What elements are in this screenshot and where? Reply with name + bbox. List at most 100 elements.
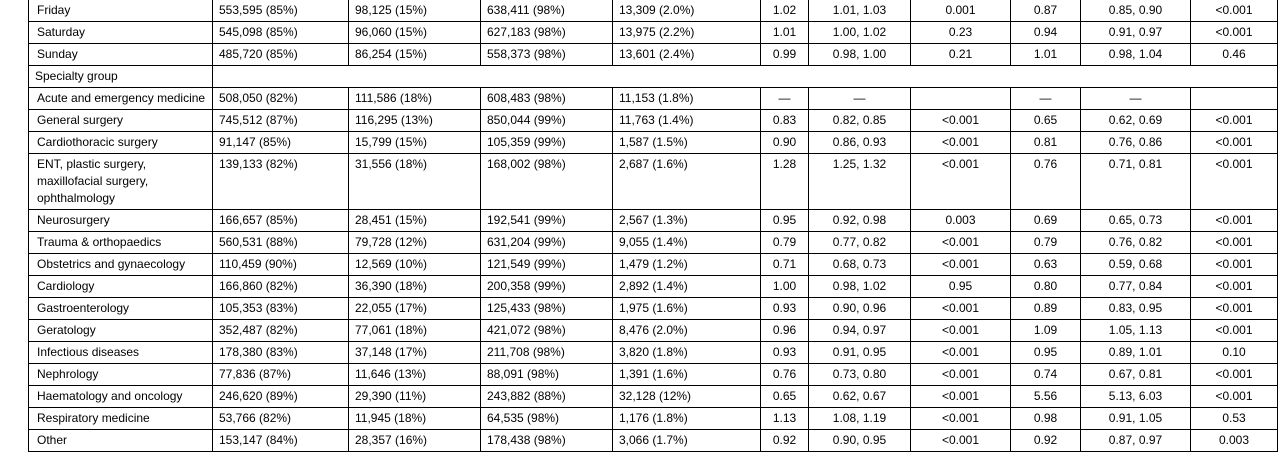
cell: 850,044 (99%) bbox=[480, 109, 613, 132]
table-row: Specialty group bbox=[28, 65, 1278, 88]
cell: 211,708 (98%) bbox=[480, 341, 613, 364]
table-row: Cardiothoracic surgery 91,147 (85%) 15,799… bbox=[28, 131, 1278, 154]
cell: 0.62, 0.69 bbox=[1080, 109, 1191, 132]
cell: 11,763 (1.4%) bbox=[612, 109, 761, 132]
row-label: Cardiology bbox=[28, 275, 213, 298]
row-label: Infectious diseases bbox=[28, 341, 213, 364]
table-body: Friday 553,595 (85%) 98,125 (15%) 638,411 (… bbox=[28, 0, 1278, 452]
cell: 608,483 (98%) bbox=[480, 87, 613, 110]
cell: 8,476 (2.0%) bbox=[612, 319, 761, 342]
cell: 0.82, 0.85 bbox=[808, 109, 911, 132]
cell: 0.91, 0.95 bbox=[808, 341, 911, 364]
cell: <0.001 bbox=[1190, 363, 1278, 386]
cell: 0.87 bbox=[1010, 0, 1081, 22]
row-label: Cardiothoracic surgery bbox=[28, 131, 213, 154]
cell: 1.09 bbox=[1010, 319, 1081, 342]
cell: — bbox=[1080, 87, 1191, 110]
cell: 121,549 (99%) bbox=[480, 253, 613, 276]
cell: 0.76 bbox=[1010, 153, 1081, 210]
table-row: Obstetrics and gynaecology 110,459 (90%) 1… bbox=[28, 253, 1278, 276]
row-label: Sunday bbox=[28, 43, 213, 66]
cell: <0.001 bbox=[1190, 109, 1278, 132]
cell: 86,254 (15%) bbox=[348, 43, 481, 66]
cell: 1.02 bbox=[760, 0, 809, 22]
table-row: Cardiology 166,860 (82%) 36,390 (18%) 200,3… bbox=[28, 275, 1278, 298]
cell: 2,687 (1.6%) bbox=[612, 153, 761, 210]
cell: 0.77, 0.82 bbox=[808, 231, 911, 254]
cell: 1.25, 1.32 bbox=[808, 153, 911, 210]
cell: 3,066 (1.7%) bbox=[612, 429, 761, 452]
cell: <0.001 bbox=[910, 319, 1011, 342]
cell: 0.23 bbox=[910, 21, 1011, 44]
cell: <0.001 bbox=[1190, 275, 1278, 298]
cell: 1.01 bbox=[760, 21, 809, 44]
table-row: Friday 553,595 (85%) 98,125 (15%) 638,411 (… bbox=[28, 0, 1278, 22]
cell: <0.001 bbox=[910, 297, 1011, 320]
table-row: Other 153,147 (84%) 28,357 (16%) 178,438 (9… bbox=[28, 429, 1278, 452]
cell: 29,390 (11%) bbox=[348, 385, 481, 408]
cell: 2,892 (1.4%) bbox=[612, 275, 761, 298]
table-row: Gastroenterology 105,353 (83%) 22,055 (17%… bbox=[28, 297, 1278, 320]
cell: 0.65 bbox=[1010, 109, 1081, 132]
cell: 0.68, 0.73 bbox=[808, 253, 911, 276]
table-row: Saturday 545,098 (85%) 96,060 (15%) 627,183… bbox=[28, 21, 1278, 44]
cell: 0.92 bbox=[1010, 429, 1081, 452]
cell: 1,587 (1.5%) bbox=[612, 131, 761, 154]
cell: 0.73, 0.80 bbox=[808, 363, 911, 386]
cell: — bbox=[808, 87, 911, 110]
data-table: Friday 553,595 (85%) 98,125 (15%) 638,411 (… bbox=[28, 0, 1278, 452]
cell bbox=[910, 87, 1011, 110]
cell: 0.90, 0.95 bbox=[808, 429, 911, 452]
cell: 37,148 (17%) bbox=[348, 341, 481, 364]
table-row: Sunday 485,720 (85%) 86,254 (15%) 558,373 (… bbox=[28, 43, 1278, 66]
cell: 98,125 (15%) bbox=[348, 0, 481, 22]
cell: 0.98, 1.04 bbox=[1080, 43, 1191, 66]
cell: 13,309 (2.0%) bbox=[612, 0, 761, 22]
cell: 1.00, 1.02 bbox=[808, 21, 911, 44]
table-row: Haematology and oncology 246,620 (89%) 29,… bbox=[28, 385, 1278, 408]
row-label: Respiratory medicine bbox=[28, 407, 213, 430]
cell: 0.91, 0.97 bbox=[1080, 21, 1191, 44]
cell: 0.99 bbox=[760, 43, 809, 66]
cell: 53,766 (82%) bbox=[212, 407, 349, 430]
cell: 0.76 bbox=[760, 363, 809, 386]
cell: <0.001 bbox=[910, 363, 1011, 386]
cell: 9,055 (1.4%) bbox=[612, 231, 761, 254]
cell: <0.001 bbox=[1190, 297, 1278, 320]
cell: 0.91, 1.05 bbox=[1080, 407, 1191, 430]
cell: <0.001 bbox=[910, 341, 1011, 364]
cell: 352,487 (82%) bbox=[212, 319, 349, 342]
cell: 1,176 (1.8%) bbox=[612, 407, 761, 430]
cell: 627,183 (98%) bbox=[480, 21, 613, 44]
cell: 485,720 (85%) bbox=[212, 43, 349, 66]
cell: 0.86, 0.93 bbox=[808, 131, 911, 154]
cell: 28,451 (15%) bbox=[348, 209, 481, 232]
cell: 64,535 (98%) bbox=[480, 407, 613, 430]
cell: 638,411 (98%) bbox=[480, 0, 613, 22]
cell: 745,512 (87%) bbox=[212, 109, 349, 132]
cell: 2,567 (1.3%) bbox=[612, 209, 761, 232]
cell: <0.001 bbox=[910, 231, 1011, 254]
cell: 111,586 (18%) bbox=[348, 87, 481, 110]
cell: 0.90 bbox=[760, 131, 809, 154]
row-label: Specialty group bbox=[28, 65, 213, 88]
cell: 0.96 bbox=[760, 319, 809, 342]
cell: 153,147 (84%) bbox=[212, 429, 349, 452]
cell: 0.59, 0.68 bbox=[1080, 253, 1191, 276]
cell: 0.93 bbox=[760, 297, 809, 320]
cell: <0.001 bbox=[1190, 21, 1278, 44]
cell: 0.98 bbox=[1010, 407, 1081, 430]
cell: <0.001 bbox=[910, 253, 1011, 276]
cell: 0.77, 0.84 bbox=[1080, 275, 1191, 298]
cell: 421,072 (98%) bbox=[480, 319, 613, 342]
cell: 0.93 bbox=[760, 341, 809, 364]
cell: 0.003 bbox=[1190, 429, 1278, 452]
cell: 1,391 (1.6%) bbox=[612, 363, 761, 386]
cell: 28,357 (16%) bbox=[348, 429, 481, 452]
cell: <0.001 bbox=[1190, 253, 1278, 276]
cell: 200,358 (99%) bbox=[480, 275, 613, 298]
cell: 0.67, 0.81 bbox=[1080, 363, 1191, 386]
cell: 0.80 bbox=[1010, 275, 1081, 298]
cell: 96,060 (15%) bbox=[348, 21, 481, 44]
table-row: Geratology 352,487 (82%) 77,061 (18%) 421,0… bbox=[28, 319, 1278, 342]
